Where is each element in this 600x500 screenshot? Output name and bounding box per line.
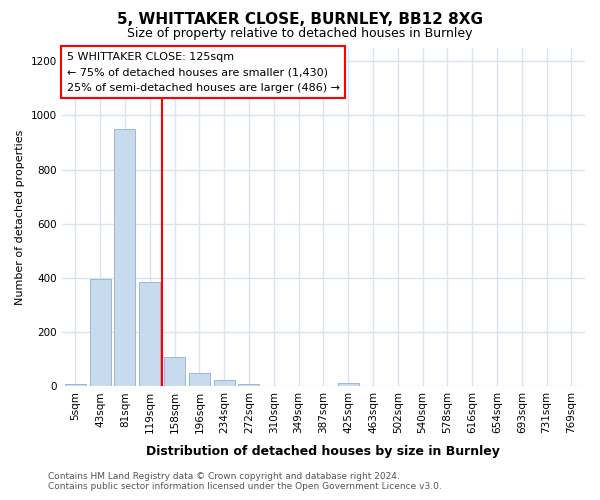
Bar (115, 129, 136, 386)
Text: Contains public sector information licensed under the Open Government Licence v3: Contains public sector information licen… (48, 482, 442, 491)
X-axis label: Distribution of detached houses by size in Burnley: Distribution of detached houses by size … (146, 444, 500, 458)
Bar (238, 384, 259, 386)
Bar (65, 384, 86, 386)
Text: 5 WHITTAKER CLOSE: 125sqm
← 75% of detached houses are smaller (1,430)
25% of se: 5 WHITTAKER CLOSE: 125sqm ← 75% of detac… (67, 52, 340, 93)
Bar (164, 357, 185, 386)
Y-axis label: Number of detached properties: Number of detached properties (15, 130, 25, 304)
Bar (189, 373, 210, 386)
Bar (139, 282, 160, 387)
Text: Size of property relative to detached houses in Burnley: Size of property relative to detached ho… (127, 28, 473, 40)
Bar (338, 383, 359, 386)
Text: Contains HM Land Registry data © Crown copyright and database right 2024.: Contains HM Land Registry data © Crown c… (48, 472, 400, 481)
Bar (214, 380, 235, 386)
Text: 5, WHITTAKER CLOSE, BURNLEY, BB12 8XG: 5, WHITTAKER CLOSE, BURNLEY, BB12 8XG (117, 12, 483, 28)
Bar (89, 280, 110, 386)
